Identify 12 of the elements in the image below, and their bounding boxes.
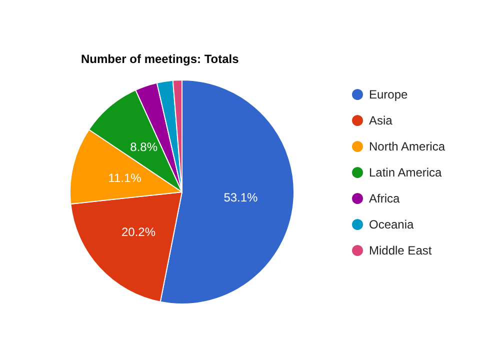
data-label: 11.1% bbox=[108, 170, 142, 185]
chart-title: Number of meetings: Totals bbox=[81, 52, 240, 66]
legend-label: Latin America bbox=[369, 166, 442, 180]
data-label: 20.2% bbox=[121, 224, 156, 239]
legend-label: Africa bbox=[369, 192, 400, 206]
legend-label: Middle East bbox=[369, 244, 432, 258]
data-label: 8.8% bbox=[130, 140, 158, 154]
data-label: 53.1% bbox=[224, 190, 258, 205]
legend-label: North America bbox=[369, 140, 446, 154]
legend-label: Asia bbox=[369, 114, 393, 128]
legend-label: Europe bbox=[369, 88, 408, 102]
legend-label: Oceania bbox=[369, 218, 414, 232]
